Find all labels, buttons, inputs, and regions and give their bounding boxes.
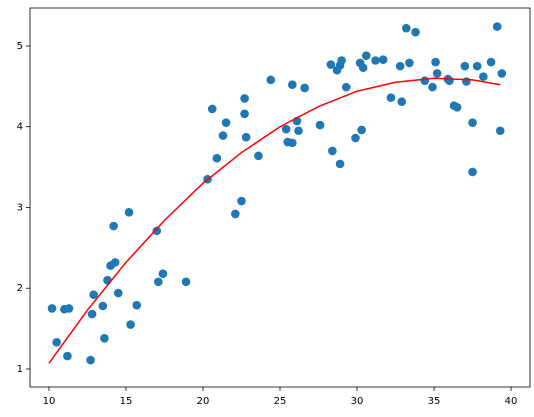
scatter-point [89,290,98,299]
y-tick-label: 2 [17,283,23,294]
scatter-point [294,126,303,136]
scatter-point [315,120,325,130]
scatter-point [64,304,74,313]
scatter-point [154,277,163,287]
x-tick-label: 20 [197,396,210,407]
scatter-point [371,56,380,65]
scatter-point [420,76,430,85]
scatter-point [341,82,351,92]
scatter-point [386,93,396,102]
scatter-point [254,151,263,161]
y-tick-label: 5 [17,41,23,52]
scatter-point [462,77,471,86]
x-tick-label: 40 [505,396,518,407]
scatter-point [240,94,249,103]
scatter-point [492,22,502,31]
scatter-point [358,63,368,73]
x-tick-label: 15 [120,396,133,407]
scatter-point [207,104,217,114]
scatter-point [361,51,371,60]
scatter-point [395,61,405,71]
scatter-point [428,82,437,92]
scatter-point [288,80,297,90]
scatter-point [126,320,135,329]
scatter-point [405,58,414,68]
plot-frame [29,7,531,388]
scatter-point [86,355,95,365]
scatter-point [103,275,112,285]
fit-line [48,77,501,364]
scatter-point [335,159,345,169]
scatter-point [468,167,477,177]
scatter-point [460,61,470,71]
x-tick-label: 35 [428,396,441,407]
scatter-point [411,27,420,37]
x-tick-label: 10 [43,396,56,407]
scatter-point [326,60,336,69]
scatter-point [87,309,97,319]
scatter-point [445,76,454,85]
scatter-point [452,103,462,112]
scatter-point [288,138,297,148]
scatter-point [378,55,388,64]
scatter-point [240,109,249,119]
scatter-point [218,131,228,140]
scatter-point [221,118,231,127]
scatter-point [300,83,309,93]
scatter-point [47,304,57,313]
scatter-point [181,277,191,287]
scatter-point [432,69,442,78]
x-tick-label: 30 [351,396,364,407]
y-tick-label: 1 [17,364,23,375]
scatter-point [231,209,240,219]
scatter-point [98,301,108,311]
scatter-point [266,75,276,85]
scatter-point [472,61,482,71]
scatter-point [110,258,120,267]
y-tick-label: 3 [17,202,23,213]
scatter-point [152,226,162,236]
scatter-point [63,351,72,361]
scatter-point [132,300,142,310]
scatter-point [337,56,346,65]
scatter-point [495,126,505,136]
scatter-point [158,269,168,278]
scatter-point [351,133,360,143]
scatter-point [100,334,109,343]
scatter-point [468,118,477,127]
scatter-point [397,97,406,106]
scatter-point [281,124,291,134]
scatter-point [124,208,134,217]
y-tick-label: 4 [17,122,23,133]
scatter-point [357,125,366,135]
scatter-point [241,132,251,142]
scatter-point [328,146,337,156]
scatter-point [109,221,118,231]
scatter-point [497,69,507,78]
scatter-point [52,338,61,347]
scatter-point [113,288,123,298]
scatter-point [431,57,440,67]
scatter-point [486,57,496,67]
scatter-point [402,23,411,33]
x-tick-label: 25 [274,396,287,407]
scatter-point [212,153,222,163]
scatter-point [237,196,246,206]
scatter-point [479,72,488,81]
